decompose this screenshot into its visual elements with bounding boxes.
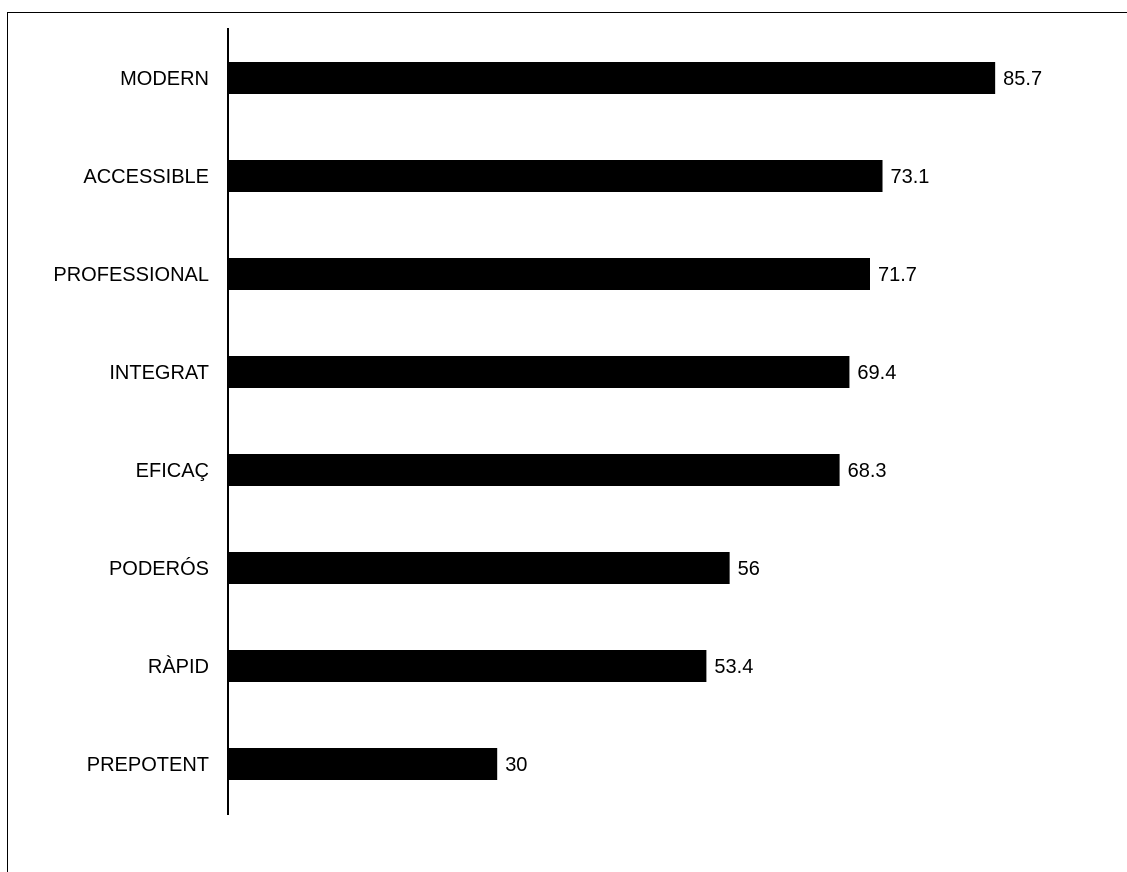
category-label-prepotent: PREPOTENT xyxy=(87,754,209,776)
value-label-accessible: 73.1 xyxy=(891,166,930,188)
category-label-accessible: ACCESSIBLE xyxy=(83,166,209,188)
category-label-rapid: RÀPID xyxy=(148,655,209,678)
value-label-rapid: 53.4 xyxy=(714,656,753,678)
category-label-professional: PROFESSIONAL xyxy=(53,264,209,286)
bar-modern xyxy=(229,62,996,94)
value-label-poderos: 56 xyxy=(738,558,760,580)
bar-professional xyxy=(229,258,870,290)
value-label-eficac: 68.3 xyxy=(848,460,887,482)
value-label-integrat: 69.4 xyxy=(857,362,896,384)
chart-frame xyxy=(7,12,1127,872)
bars-group: MODERN 85.7 ACCESSIBLE 73.1 PROFESSIONAL 71.7… xyxy=(53,62,1042,780)
bar-prepotent xyxy=(229,748,498,780)
category-label-eficac: EFICAÇ xyxy=(136,460,209,482)
value-label-prepotent: 30 xyxy=(505,754,527,776)
value-label-modern: 85.7 xyxy=(1003,68,1042,90)
bar-rapid xyxy=(229,650,707,682)
category-label-integrat: INTEGRAT xyxy=(109,362,209,384)
bar-integrat xyxy=(229,356,850,388)
bar-eficac xyxy=(229,454,840,486)
value-label-professional: 71.7 xyxy=(878,264,917,286)
bar-accessible xyxy=(229,160,883,192)
bar-poderos xyxy=(229,552,730,584)
category-label-modern: MODERN xyxy=(120,68,209,90)
category-label-poderos: PODERÓS xyxy=(109,557,209,580)
